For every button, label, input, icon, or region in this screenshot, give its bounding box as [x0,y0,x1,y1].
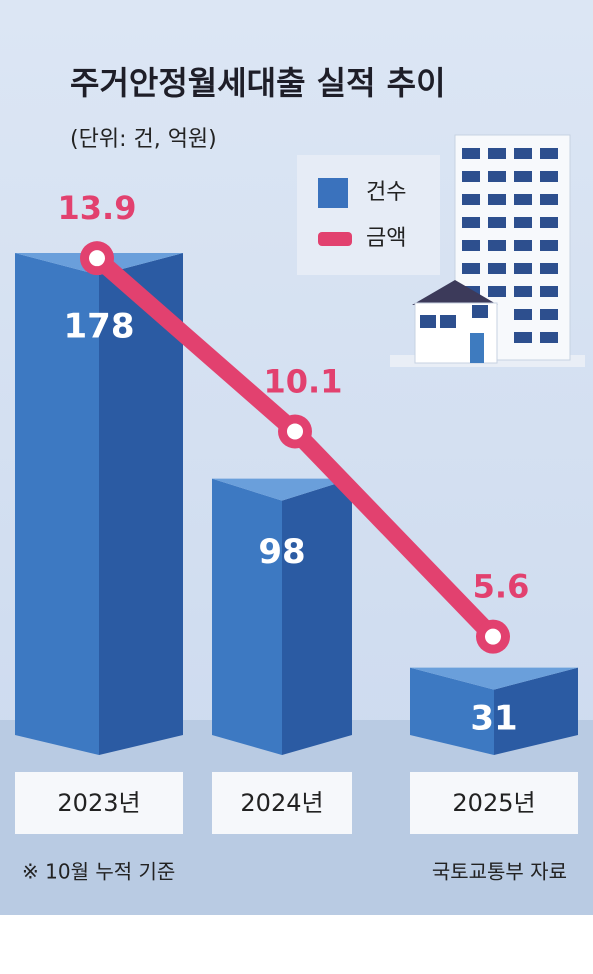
window [488,286,506,297]
x-tick-label: 2024년 [240,789,323,817]
category-box [212,772,352,834]
window [540,171,558,182]
window [540,263,558,274]
window [514,171,532,182]
window [540,309,558,320]
window [462,171,480,182]
bar-left-face [15,253,99,756]
window [488,263,506,274]
window [540,194,558,205]
window [514,286,532,297]
window [514,194,532,205]
window [488,171,506,182]
legend-swatch [318,232,352,246]
bar-top-face [410,667,578,690]
window [514,332,532,343]
window [462,194,480,205]
bar-right-face [282,478,352,755]
line-point-center [89,250,105,267]
source: 국토교통부 자료 [432,860,567,884]
data-label: 5.6 [473,568,530,606]
bar [212,478,352,755]
window [462,263,480,274]
window [514,309,532,320]
line-point-center [287,423,303,440]
legend-label: 금액 [366,226,406,251]
window [462,148,480,159]
bar [410,667,578,755]
building-illustration [390,134,585,367]
window [514,263,532,274]
window [540,240,558,251]
x-tick-label: 2025년 [452,789,535,817]
bar-top-face [212,478,352,501]
window [540,217,558,228]
data-label: 10.1 [264,362,343,400]
bar-left-face [410,667,494,755]
window [462,240,480,251]
legend-label: 건수 [366,180,406,205]
window [540,148,558,159]
window [488,194,506,205]
bar-left-face [212,478,282,755]
window [540,286,558,297]
data-label: 178 [64,307,135,347]
window [462,217,480,228]
footnote: ※ 10월 누적 기준 [22,860,175,884]
bar-right-face [99,253,183,756]
data-label: 98 [258,532,305,572]
window [540,332,558,343]
data-label: 13.9 [58,189,137,227]
window [514,217,532,228]
subtitle: (단위: 건, 억원) [70,127,217,152]
category-box [410,772,578,834]
x-tick-label: 2023년 [57,789,140,817]
window [514,148,532,159]
bar-right-face [494,667,578,755]
window [488,148,506,159]
chart-title: 주거안정월세대출 실적 추이 [70,64,446,102]
legend-box [297,155,440,275]
line-point-center [485,628,501,645]
window [488,217,506,228]
window [488,240,506,251]
data-label: 31 [470,699,517,739]
category-box [15,772,183,834]
bar [15,253,183,756]
window [514,240,532,251]
legend-swatch [318,178,348,208]
